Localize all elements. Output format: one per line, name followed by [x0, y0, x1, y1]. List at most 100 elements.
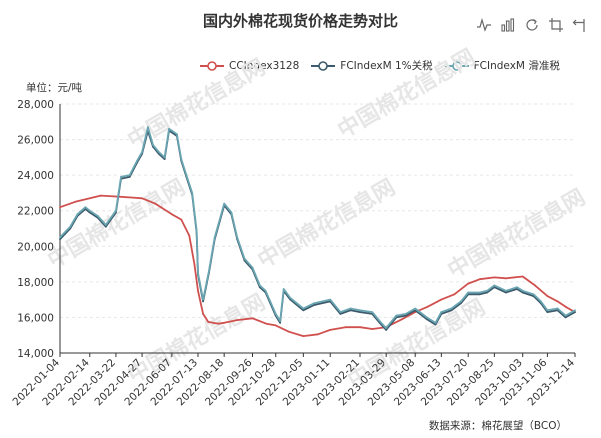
y-unit-label: 单位：元/吨 [26, 82, 83, 94]
data-point [213, 236, 216, 239]
data-point [478, 278, 481, 281]
data-point [88, 209, 91, 212]
series-layer [59, 126, 576, 337]
legend-item-fcindex-sliding[interactable]: FCIndexM 滑准税 [444, 58, 560, 73]
data-point [450, 309, 453, 312]
data-point [69, 225, 72, 228]
data-point [251, 266, 254, 269]
data-point [104, 224, 107, 226]
data-point [163, 156, 166, 159]
y-tick-label: 20,000 [17, 241, 54, 253]
data-point [264, 289, 267, 292]
data-point [521, 291, 524, 294]
data-point [302, 309, 305, 312]
data-point [516, 288, 518, 290]
data-point [208, 270, 210, 273]
data-point [505, 291, 507, 294]
data-point [223, 321, 226, 324]
data-point [176, 133, 178, 136]
y-tick-label: 14,000 [17, 348, 54, 360]
data-point [188, 234, 191, 237]
data-point [371, 311, 374, 313]
data-point [404, 314, 407, 317]
data-point [128, 196, 131, 199]
data-point [157, 151, 160, 153]
refresh-icon[interactable] [524, 17, 540, 33]
data-point [434, 321, 437, 324]
data-point [191, 192, 194, 194]
data-point [349, 307, 352, 310]
data-point [217, 322, 220, 325]
data-point [136, 160, 138, 162]
data-point [115, 209, 117, 212]
data-point [385, 327, 387, 329]
data-point [425, 318, 428, 321]
data-point [505, 289, 507, 292]
data-point [434, 323, 437, 326]
data-point [339, 311, 342, 313]
data-point [180, 158, 183, 161]
data-point [230, 211, 233, 214]
data-point [574, 311, 576, 313]
series-line-fcindex-sliding [59, 126, 576, 329]
watermark-text: 中国棉花信息网 [443, 184, 589, 284]
data-point [197, 272, 199, 274]
data-source-label: 数据来源：棉花展望（BCO） [428, 420, 567, 432]
data-point [154, 202, 157, 205]
data-point [349, 309, 352, 312]
data-point [282, 288, 285, 290]
data-point [521, 275, 524, 278]
data-point [236, 236, 239, 239]
data-point [540, 300, 542, 303]
data-point [128, 176, 131, 178]
data-point [425, 316, 428, 319]
data-point [478, 293, 481, 296]
data-point [534, 284, 536, 287]
data-point [493, 276, 496, 279]
data-point [440, 311, 443, 313]
data-point [180, 218, 183, 221]
line-view-icon[interactable] [476, 17, 492, 33]
zoom-icon[interactable] [548, 17, 564, 33]
y-tick-label: 18,000 [17, 277, 54, 289]
data-point [289, 297, 292, 299]
data-point [197, 289, 199, 292]
data-point [546, 311, 549, 313]
data-point [404, 313, 407, 315]
data-point [171, 213, 173, 216]
data-point [195, 229, 198, 232]
legend-item-ccindex[interactable]: CCIndex3128 [200, 60, 299, 72]
zoom-reset-icon[interactable] [572, 17, 588, 33]
data-point [171, 129, 173, 132]
data-point [344, 326, 347, 329]
data-point [359, 311, 361, 313]
data-point [546, 309, 549, 312]
watermark-text: 中国棉花信息网 [333, 44, 479, 144]
data-point [99, 194, 102, 197]
data-point [265, 322, 268, 325]
data-point [258, 284, 261, 287]
data-point [313, 304, 316, 306]
data-point [202, 298, 205, 301]
data-point [329, 329, 332, 331]
data-point [223, 202, 226, 205]
data-point [401, 318, 403, 321]
data-point [115, 195, 117, 198]
legend-marker-fcindex-sliding [444, 60, 469, 71]
y-tick-label: 24,000 [17, 170, 54, 182]
data-point [104, 225, 107, 228]
legend-item-fcindex-1pct[interactable]: FCIndexM 1%关税 [311, 58, 433, 73]
data-point [359, 309, 361, 312]
data-point [556, 307, 559, 310]
data-point [287, 330, 290, 333]
x-axis: 2022-01-042022-02-142022-03-222022-04-27… [10, 352, 577, 408]
y-tick-label: 26,000 [17, 135, 54, 147]
data-point [236, 319, 239, 321]
legend-label-fcindex-1pct: FCIndexM 1%关税 [340, 60, 433, 72]
bar-view-icon[interactable] [500, 17, 516, 33]
data-point [546, 295, 549, 297]
data-point [414, 307, 417, 310]
data-point [371, 328, 374, 330]
data-point [120, 176, 122, 178]
